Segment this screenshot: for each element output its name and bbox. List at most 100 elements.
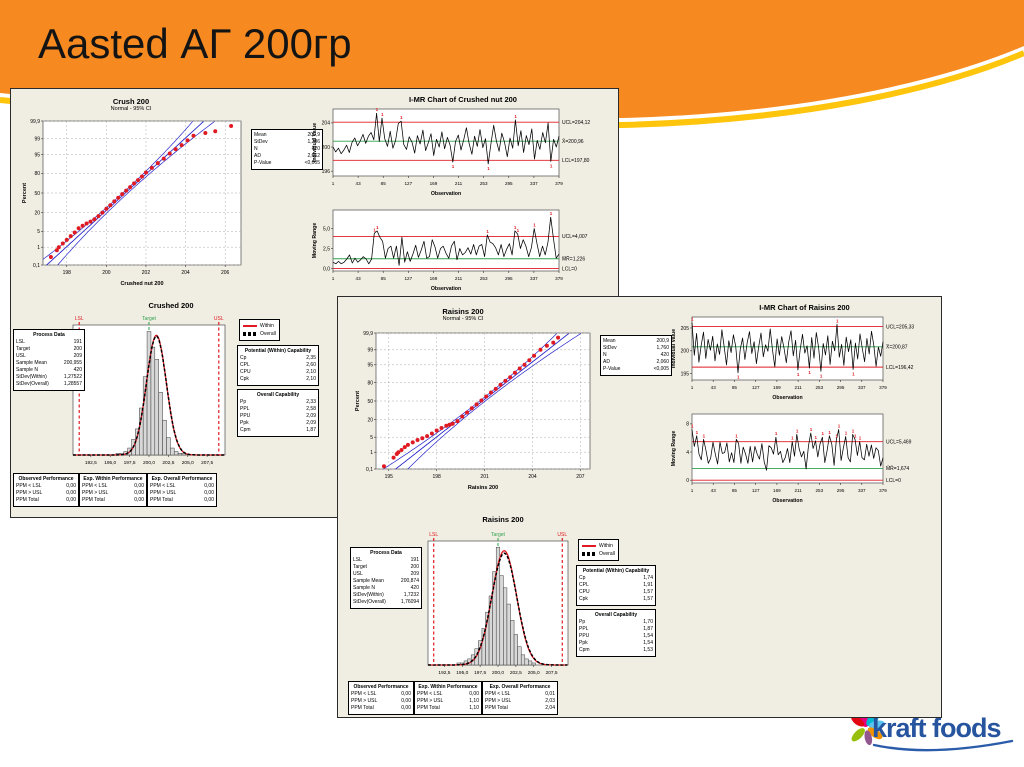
svg-text:127: 127 <box>404 276 412 281</box>
svg-text:43: 43 <box>711 488 717 493</box>
probability-plot-crush: 198 200 202 204 206 99,9 99 95 80 50 20 5 1 0,1 Crushe… <box>22 119 242 287</box>
svg-text:1: 1 <box>836 318 839 323</box>
svg-text:1: 1 <box>696 430 699 435</box>
svg-text:LSL: LSL <box>429 532 438 538</box>
svg-text:1: 1 <box>400 115 403 120</box>
svg-text:169: 169 <box>773 385 781 390</box>
svg-text:253: 253 <box>815 488 823 493</box>
svg-text:379: 379 <box>879 488 887 493</box>
svg-text:Moving Range: Moving Range <box>671 431 677 467</box>
svg-text:1: 1 <box>810 427 813 432</box>
svg-text:1: 1 <box>775 431 778 436</box>
svg-text:LCL=0: LCL=0 <box>562 266 577 272</box>
svg-text:99,9: 99,9 <box>30 119 40 125</box>
svg-text:X̄=200,96: X̄=200,96 <box>562 138 584 145</box>
kraft-foods-wordmark: kraft foods <box>872 713 1002 743</box>
probplot-stats-box-raisins: Mean 200,9 StDev 1,760 N 420 AD 2,060 P-Value <0,… <box>600 335 672 376</box>
svg-text:207,5: 207,5 <box>201 460 213 466</box>
exp-within-box-crush: Exp. Within Performance PPM < LSL 0,00 PPM … <box>79 473 147 507</box>
svg-text:1: 1 <box>370 450 373 456</box>
imr-title-raisins: I-MR Chart of Raisins 200 <box>759 303 850 312</box>
svg-text:337: 337 <box>530 276 538 281</box>
svg-text:169: 169 <box>430 276 438 281</box>
svg-text:253: 253 <box>480 181 488 186</box>
svg-text:95: 95 <box>367 363 373 369</box>
potential-capability-box-crush: Potential (Within) Capability Cp 2,35 CPL 2,… <box>237 345 319 386</box>
svg-text:1: 1 <box>796 428 799 433</box>
svg-text:379: 379 <box>555 276 563 281</box>
svg-text:200: 200 <box>322 145 331 151</box>
svg-text:211: 211 <box>794 488 802 493</box>
svg-text:337: 337 <box>858 385 866 390</box>
svg-text:LCL=197,80: LCL=197,80 <box>562 158 590 164</box>
svg-text:1: 1 <box>691 385 694 390</box>
svg-text:5,0: 5,0 <box>323 226 330 232</box>
svg-text:Observation: Observation <box>772 395 802 401</box>
svg-text:192,5: 192,5 <box>438 670 450 676</box>
svg-text:8: 8 <box>686 422 689 428</box>
svg-text:1: 1 <box>517 228 520 233</box>
svg-text:1: 1 <box>514 114 517 119</box>
svg-text:1: 1 <box>852 372 855 377</box>
svg-text:50: 50 <box>34 191 40 197</box>
capability-hist-raisins: LSL USL Target 192,5 195,0 197,5 200,0 202,5 205… <box>427 532 569 676</box>
svg-text:Observation: Observation <box>431 191 461 197</box>
svg-text:197,5: 197,5 <box>124 460 136 466</box>
svg-text:195: 195 <box>681 371 690 377</box>
svg-text:Target: Target <box>142 316 157 322</box>
svg-text:80: 80 <box>34 171 40 177</box>
svg-text:99: 99 <box>367 348 373 354</box>
svg-text:85: 85 <box>381 181 387 186</box>
svg-text:1: 1 <box>376 225 379 230</box>
svg-text:LCL=196,42: LCL=196,42 <box>886 365 914 371</box>
svg-text:1: 1 <box>737 375 740 380</box>
svg-text:295: 295 <box>505 276 513 281</box>
svg-text:Individual Value: Individual Value <box>312 123 318 162</box>
svg-text:195,0: 195,0 <box>456 670 468 676</box>
mr-chart-crush: 1 111111UCL=4,007M̄R̄=1,226LCL=00,02,55,0… <box>312 209 588 292</box>
svg-text:127: 127 <box>404 181 412 186</box>
svg-text:50: 50 <box>367 399 373 405</box>
svg-text:0,0: 0,0 <box>323 266 330 272</box>
svg-text:196: 196 <box>322 169 331 175</box>
svg-text:1: 1 <box>332 181 335 186</box>
minitab-panel-raisins: Raisins 200 Normal - 95% CI 195 198 201 204… <box>337 296 942 718</box>
svg-text:295: 295 <box>505 181 513 186</box>
probplot-stats-box-crush: Mean 200,9 StDev 1,286 N 420 AD 2,062 P-Value <0,… <box>251 129 323 170</box>
svg-text:85: 85 <box>732 488 738 493</box>
svg-text:337: 337 <box>858 488 866 493</box>
exp-within-box-raisins: Exp. Within Performance PPM < LSL 0,00 PPM … <box>414 681 482 715</box>
svg-text:202,5: 202,5 <box>162 460 174 466</box>
svg-text:1: 1 <box>487 166 490 171</box>
svg-text:1: 1 <box>854 433 857 438</box>
svg-text:253: 253 <box>815 385 823 390</box>
svg-text:UCL=4,007: UCL=4,007 <box>562 234 588 240</box>
svg-text:USL: USL <box>557 532 567 538</box>
svg-text:198: 198 <box>433 474 442 480</box>
svg-text:1: 1 <box>820 373 823 378</box>
svg-text:80: 80 <box>367 380 373 386</box>
svg-text:20: 20 <box>367 417 373 423</box>
svg-text:Percent: Percent <box>22 183 28 203</box>
svg-text:1: 1 <box>37 245 40 251</box>
svg-text:99: 99 <box>34 137 40 143</box>
svg-text:200,0: 200,0 <box>492 670 504 676</box>
exp-overall-box-raisins: Exp. Overall Performance PPM < LSL 0,01 PPM… <box>482 681 558 715</box>
observed-performance-box-raisins: Observed Performance PPM < LSL 0,00 PPM > U… <box>348 681 414 715</box>
svg-text:1: 1 <box>828 430 831 435</box>
svg-text:1: 1 <box>550 164 553 169</box>
svg-text:0,1: 0,1 <box>33 263 40 269</box>
svg-text:197,5: 197,5 <box>474 670 486 676</box>
slide-title: Aasted АГ 200гр <box>38 20 352 67</box>
svg-text:1: 1 <box>376 107 379 112</box>
svg-text:1: 1 <box>797 372 800 377</box>
svg-text:204: 204 <box>181 270 190 276</box>
svg-text:0,1: 0,1 <box>366 467 373 473</box>
probplot-title-crush: Crush 200 <box>112 97 150 106</box>
svg-text:LSL: LSL <box>75 316 84 322</box>
svg-text:192,5: 192,5 <box>85 460 97 466</box>
svg-text:1: 1 <box>808 370 811 375</box>
svg-text:43: 43 <box>711 385 717 390</box>
svg-text:USL: USL <box>214 316 224 322</box>
svg-text:379: 379 <box>555 181 563 186</box>
